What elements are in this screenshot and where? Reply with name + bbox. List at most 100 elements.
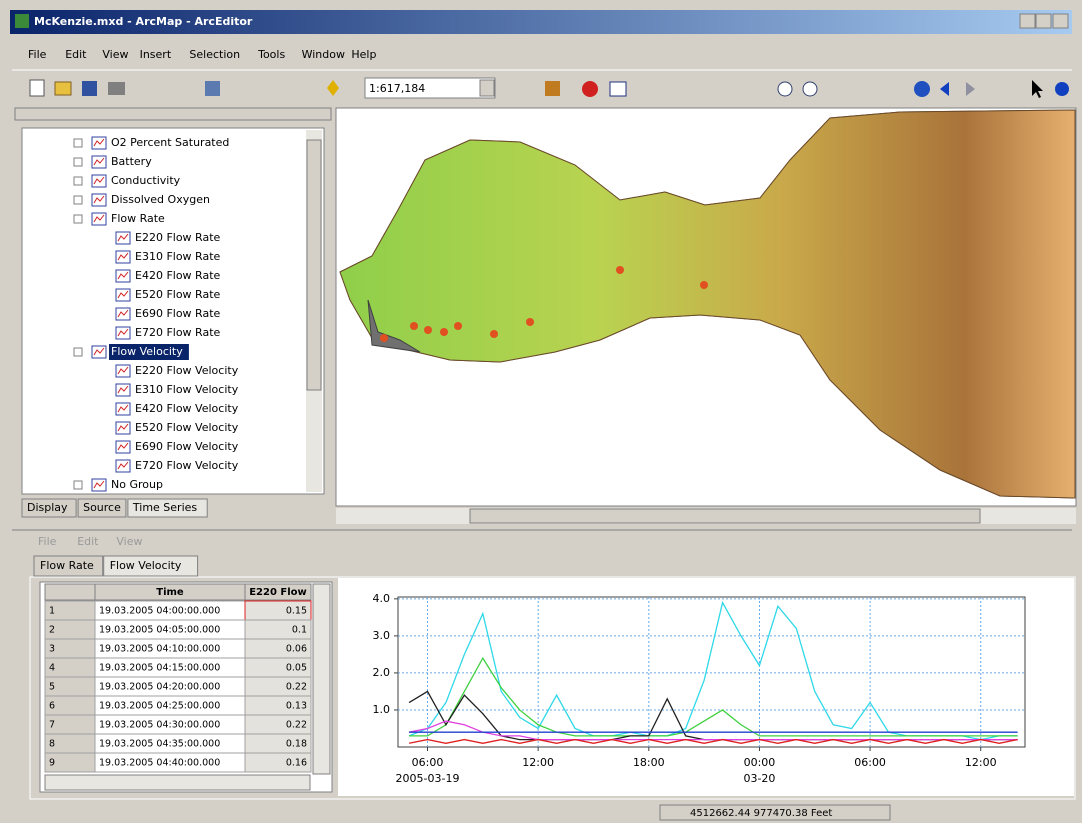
layer-label[interactable]: Battery	[111, 155, 152, 168]
tab-label[interactable]: Flow Velocity	[110, 559, 182, 572]
zoom-in-button[interactable]	[777, 81, 793, 97]
menu-item[interactable]: Selection	[189, 48, 240, 61]
cell-text: 0.22	[286, 720, 307, 731]
column-header[interactable]: E220 Flow	[249, 587, 307, 598]
cell-text: 2	[49, 625, 55, 636]
menu-item[interactable]: Edit	[77, 535, 99, 548]
new-button[interactable]	[29, 79, 45, 97]
paste-button[interactable]	[205, 81, 220, 96]
tab-label[interactable]: Source	[83, 501, 121, 514]
tab[interactable]	[103, 555, 199, 577]
zoom-out-button[interactable]	[802, 81, 818, 97]
scale-box[interactable]	[364, 77, 496, 99]
tab-label[interactable]: Flow Rate	[40, 559, 94, 572]
cell-text: 3	[49, 644, 55, 655]
layer-icon-graph	[93, 176, 105, 185]
close-button[interactable]	[1052, 13, 1069, 29]
menu-item[interactable]: Edit	[65, 48, 87, 61]
layer-label[interactable]: E690 Flow Velocity	[135, 440, 239, 453]
column-header[interactable]: Time	[156, 587, 184, 598]
table-scrollbar[interactable]	[312, 583, 331, 775]
layer-label[interactable]: E220 Flow Velocity	[135, 364, 239, 377]
back-button[interactable]	[940, 82, 949, 96]
layer-label[interactable]: E520 Flow Rate	[135, 288, 221, 301]
layer-icon-graph	[117, 385, 129, 394]
layer-icon-graph	[117, 309, 129, 318]
expander[interactable]	[73, 347, 83, 357]
chart: 1.0 2.0 3.0 4.0 06:00 2005-03-19 12:00 18:00 00:…	[373, 592, 1026, 785]
tab[interactable]	[33, 555, 104, 577]
tab[interactable]	[77, 498, 127, 518]
layer-label[interactable]: E310 Flow Velocity	[135, 383, 239, 396]
menu-item[interactable]: Help	[351, 48, 376, 61]
tab[interactable]	[127, 498, 208, 518]
menu-item[interactable]: View	[102, 48, 128, 61]
scale-dropdown[interactable]	[479, 79, 495, 97]
cell-text: 0.1	[292, 625, 307, 636]
layer-icon-graph	[93, 138, 105, 147]
menu-item[interactable]: Insert	[140, 48, 172, 61]
layer-label[interactable]: Flow Velocity	[111, 345, 183, 358]
layer-label[interactable]: No Group	[111, 478, 163, 491]
toc-scroll-thumb[interactable]	[306, 139, 322, 391]
minimize-button[interactable]	[1019, 13, 1036, 29]
save-button[interactable]	[82, 81, 97, 96]
x-tick-label: 00:00	[744, 756, 776, 769]
layer-label[interactable]: E420 Flow Velocity	[135, 402, 239, 415]
select-button[interactable]	[1032, 80, 1043, 98]
menu-item[interactable]: Window	[302, 48, 345, 61]
cell-text: 7	[49, 720, 55, 731]
tab[interactable]	[21, 498, 77, 518]
layer-label[interactable]: E310 Flow Rate	[135, 250, 221, 263]
layer-label[interactable]: E720 Flow Velocity	[135, 459, 239, 472]
forward-button[interactable]	[966, 82, 975, 96]
layer-label[interactable]: Flow Rate	[111, 212, 165, 225]
map-scroll-thumb[interactable]	[469, 508, 981, 524]
window-button[interactable]	[609, 81, 627, 97]
layer-label[interactable]: O2 Percent Saturated	[111, 136, 229, 149]
layer-label[interactable]: Conductivity	[111, 174, 181, 187]
header-cell	[44, 583, 96, 601]
menu-item[interactable]: View	[116, 535, 142, 548]
cell-text: 6	[49, 701, 55, 712]
editor-button[interactable]	[545, 81, 560, 96]
layer-label[interactable]: E690 Flow Rate	[135, 307, 221, 320]
cell-text: 0.06	[286, 644, 307, 655]
table-hscrollbar[interactable]	[44, 774, 311, 791]
identify-button[interactable]	[1055, 82, 1069, 96]
menu-bar: File Edit View Insert Selection Tools Window He…	[28, 48, 376, 61]
layer-icon-graph	[117, 328, 129, 337]
menu-item[interactable]: File	[28, 48, 47, 61]
layer-icon-graph	[117, 252, 129, 261]
layer-icon-graph	[117, 290, 129, 299]
x-tick-label: 12:00	[965, 756, 997, 769]
cell-text: 0.16	[286, 758, 307, 769]
layer-label[interactable]: E520 Flow Velocity	[135, 421, 239, 434]
series-tabs: Flow Rate Flow Velocity	[33, 555, 199, 577]
cell[interactable]	[244, 752, 312, 773]
scale-value: 1:617,184	[369, 82, 425, 95]
expander[interactable]	[73, 195, 83, 205]
maximize-button[interactable]	[1035, 13, 1052, 29]
add-data-button[interactable]	[327, 80, 339, 96]
expander[interactable]	[73, 157, 83, 167]
expander[interactable]	[73, 176, 83, 186]
open-button[interactable]	[54, 81, 72, 96]
layer-label[interactable]: Dissolved Oxygen	[111, 193, 210, 206]
header-cell[interactable]	[244, 583, 312, 601]
layer-label[interactable]: E420 Flow Rate	[135, 269, 221, 282]
arctoolbox-button[interactable]	[582, 81, 598, 97]
expander[interactable]	[73, 138, 83, 148]
menu-item[interactable]: File	[38, 535, 57, 548]
layer-label[interactable]: E720 Flow Rate	[135, 326, 221, 339]
tab-label[interactable]: Display	[27, 501, 68, 514]
y-tick-label: 4.0	[373, 592, 391, 605]
layer-label[interactable]: E220 Flow Rate	[135, 231, 221, 244]
tab-label[interactable]: Time Series	[132, 501, 198, 514]
menu-item[interactable]: Tools	[257, 48, 285, 61]
full-extent-button[interactable]	[914, 81, 930, 97]
print-button[interactable]	[108, 82, 125, 95]
expander[interactable]	[73, 480, 83, 490]
cell-text: 19.03.2005 04:40:00.000	[99, 758, 220, 769]
expander[interactable]	[73, 214, 83, 224]
